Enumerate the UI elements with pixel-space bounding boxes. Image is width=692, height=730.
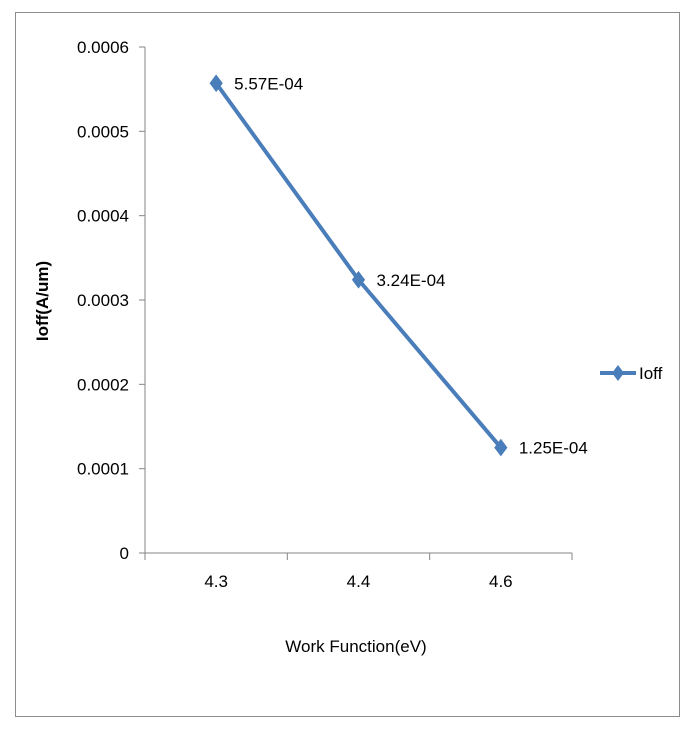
series-layer [209,74,508,457]
data-label: 1.25E-04 [519,439,588,458]
legend: Ioff [600,364,663,383]
y-tick-label: 0.0001 [77,460,129,479]
data-label: 5.57E-04 [234,74,303,93]
x-tick-label: 4.3 [204,572,228,591]
legend-marker [612,365,624,381]
axes [144,47,572,554]
data-point-marker [209,74,223,93]
x-tick-label: 4.4 [347,572,371,591]
data-point-marker [351,270,366,289]
data-point-marker [494,438,508,457]
legend-label: Ioff [639,364,663,383]
series-line [214,82,503,449]
y-axis-title: Ioff(A/um) [33,261,52,341]
x-axis-title: Work Function(eV) [285,637,426,656]
x-ticks: 4.3 4.4 4.6 [144,553,573,591]
data-label: 3.24E-04 [377,271,446,290]
y-tick-label: 0.0006 [77,38,129,57]
y-ticks: 0 0.0001 0.0002 0.0003 0.0004 0.0005 0.0006 [77,38,145,563]
chart-frame [15,12,680,717]
x-tick-label: 4.6 [489,572,513,591]
y-tick-label: 0.0004 [77,207,129,226]
y-tick-label: 0.0003 [77,291,129,310]
y-tick-label: 0.0005 [77,122,129,141]
data-labels: 5.57E-04 3.24E-04 1.25E-04 [234,74,588,457]
y-tick-label: 0 [120,544,129,563]
y-tick-label: 0.0002 [77,375,129,394]
